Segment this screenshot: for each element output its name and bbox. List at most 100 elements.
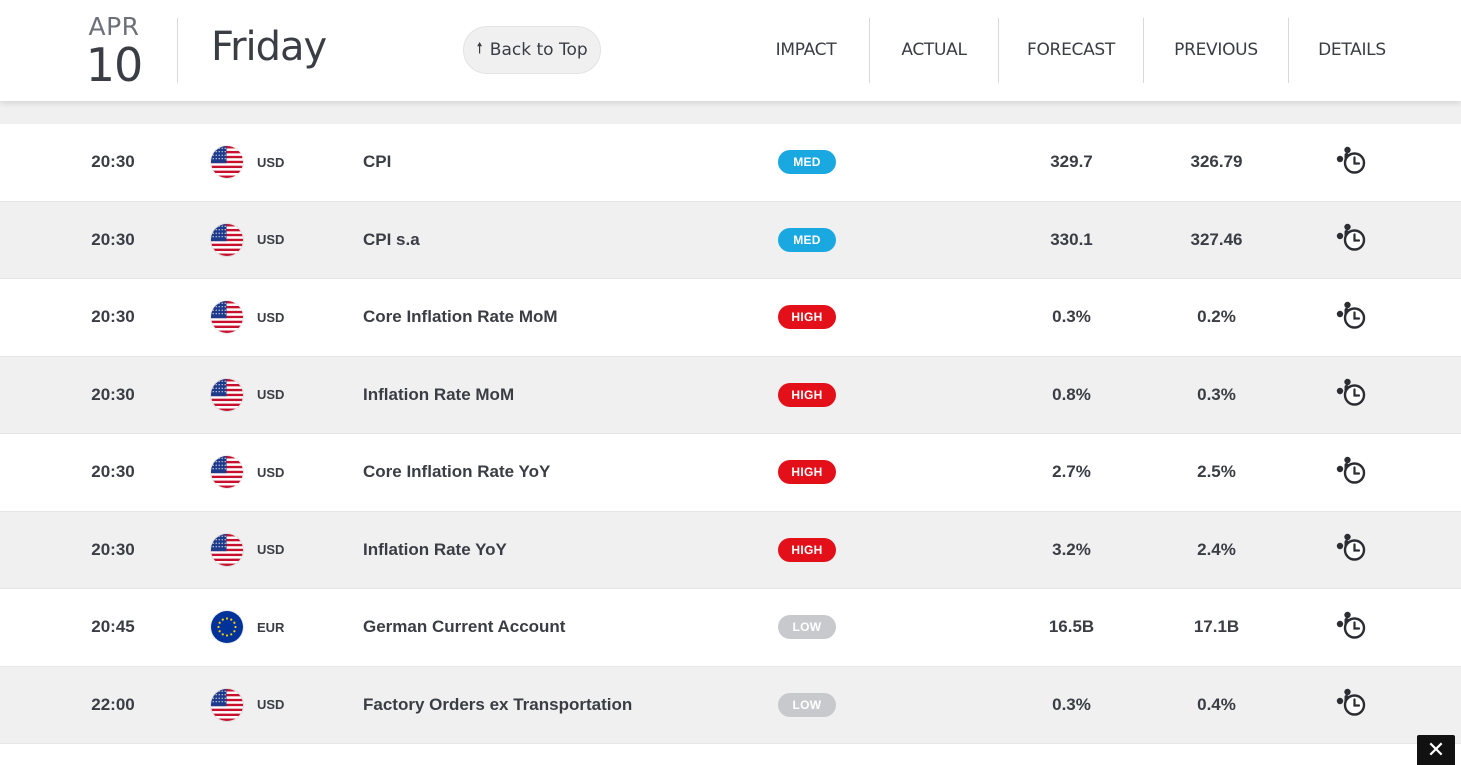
event-row[interactable]: 20:30 USD Core Inflation Rate MoM HIGH 0… <box>0 279 1461 357</box>
event-row[interactable]: 20:30 USD CPI MED 329.7 326.79 <box>0 124 1461 202</box>
impact-badge: LOW <box>778 692 836 717</box>
column-header-actual: ACTUAL <box>901 40 967 60</box>
impact-badge: MED <box>778 227 836 252</box>
details-clock-icon <box>1333 454 1367 491</box>
actual-value <box>870 124 998 201</box>
forecast-value: 0.3% <box>1052 307 1091 327</box>
previous-value: 2.4% <box>1197 539 1236 559</box>
event-row[interactable]: 20:45 EUR German Current Account LOW 16.… <box>0 589 1461 667</box>
details-button[interactable] <box>1290 512 1410 589</box>
details-clock-icon <box>1333 531 1367 568</box>
currency-code: USD <box>257 232 285 248</box>
event-name[interactable]: Inflation Rate MoM <box>363 384 515 404</box>
actual-value <box>870 202 998 279</box>
currency-code: USD <box>257 387 285 403</box>
column-divider <box>869 18 870 83</box>
event-time: 20:45 <box>91 617 135 637</box>
details-clock-icon <box>1333 221 1367 258</box>
us-flag-icon <box>211 223 243 256</box>
event-name[interactable]: Core Inflation Rate YoY <box>363 462 551 482</box>
event-name[interactable]: Inflation Rate YoY <box>363 539 507 559</box>
actual-value <box>870 279 998 356</box>
previous-value: 0.3% <box>1197 384 1236 404</box>
details-button[interactable] <box>1290 667 1410 744</box>
actual-value <box>870 357 998 434</box>
date-day: 10 <box>85 38 144 92</box>
us-flag-icon <box>211 688 243 721</box>
actual-value <box>870 667 998 744</box>
table-top-spacer <box>0 101 1461 124</box>
previous-value: 17.1B <box>1193 617 1240 637</box>
details-button[interactable] <box>1290 589 1410 666</box>
event-row[interactable]: 20:30 USD CPI s.a MED 330.1 327.46 <box>0 201 1461 279</box>
weekday-title: Friday <box>211 24 327 70</box>
close-icon[interactable]: ✕ <box>1417 735 1455 765</box>
details-clock-icon <box>1333 376 1367 413</box>
currency-code: USD <box>257 464 285 480</box>
column-header-impact: IMPACT <box>775 40 837 60</box>
actual-value <box>870 589 998 666</box>
forecast-value: 3.2% <box>1052 539 1091 559</box>
impact-badge: MED <box>778 150 836 175</box>
event-name[interactable]: CPI s.a <box>363 229 420 249</box>
impact-badge: HIGH <box>778 382 836 407</box>
forecast-value: 16.5B <box>1048 617 1095 637</box>
impact-badge: HIGH <box>778 537 836 562</box>
event-time: 20:30 <box>91 384 135 404</box>
previous-value: 326.79 <box>1190 152 1243 172</box>
calendar-date-header: APR 10 Friday 🠕 Back to Top IMPACT ACTUA… <box>0 0 1461 101</box>
currency-code: USD <box>257 542 285 558</box>
back-to-top-label: Back to Top <box>489 40 588 60</box>
forecast-value: 2.7% <box>1052 462 1091 482</box>
actual-value <box>870 512 998 589</box>
details-clock-icon <box>1333 686 1367 723</box>
impact-badge: LOW <box>778 615 836 640</box>
date-month: APR <box>88 12 140 41</box>
forecast-value: 330.1 <box>1050 229 1093 249</box>
us-flag-icon <box>211 146 243 179</box>
details-button[interactable] <box>1290 279 1410 356</box>
us-flag-icon <box>211 456 243 489</box>
event-name[interactable]: Core Inflation Rate MoM <box>363 307 558 327</box>
column-divider <box>1288 18 1289 83</box>
details-clock-icon <box>1333 609 1367 646</box>
previous-value: 0.2% <box>1197 307 1236 327</box>
event-row[interactable]: 20:30 USD Core Inflation Rate YoY HIGH 2… <box>0 434 1461 512</box>
arrow-up-icon: 🠕 <box>476 38 483 57</box>
us-flag-icon <box>211 533 243 566</box>
impact-badge: HIGH <box>778 305 836 330</box>
event-time: 20:30 <box>91 152 135 172</box>
previous-value: 2.5% <box>1197 462 1236 482</box>
column-header-forecast: FORECAST <box>1027 40 1115 60</box>
currency-code: USD <box>257 697 285 713</box>
eu-flag-icon <box>211 611 243 644</box>
event-row[interactable]: 20:30 USD Inflation Rate MoM HIGH 0.8% 0… <box>0 356 1461 434</box>
event-time: 20:30 <box>91 307 135 327</box>
event-time: 22:00 <box>91 694 135 714</box>
event-name[interactable]: CPI <box>363 152 392 172</box>
column-header-details: DETAILS <box>1318 40 1386 60</box>
events-table: 20:30 USD CPI MED 329.7 326.79 20:30 <box>0 124 1461 744</box>
us-flag-icon <box>211 301 243 334</box>
currency-code: EUR <box>257 619 285 635</box>
details-clock-icon <box>1333 299 1367 336</box>
header-divider <box>177 18 178 83</box>
event-row[interactable]: 20:30 USD Inflation Rate YoY HIGH 3.2% 2… <box>0 511 1461 589</box>
event-row[interactable]: 22:00 USD Factory Orders ex Transportati… <box>0 666 1461 744</box>
us-flag-icon <box>211 378 243 411</box>
impact-badge: HIGH <box>778 460 836 485</box>
event-time: 20:30 <box>91 462 135 482</box>
details-button[interactable] <box>1290 124 1410 201</box>
column-divider <box>998 18 999 83</box>
details-button[interactable] <box>1290 434 1410 511</box>
forecast-value: 0.3% <box>1052 694 1091 714</box>
previous-value: 327.46 <box>1190 229 1243 249</box>
details-button[interactable] <box>1290 202 1410 279</box>
details-button[interactable] <box>1290 357 1410 434</box>
back-to-top-button[interactable]: 🠕 Back to Top <box>463 26 601 74</box>
event-time: 20:30 <box>91 229 135 249</box>
event-name[interactable]: Factory Orders ex Transportation <box>363 694 633 714</box>
previous-value: 0.4% <box>1197 694 1236 714</box>
event-name[interactable]: German Current Account <box>363 617 566 637</box>
forecast-value: 329.7 <box>1050 152 1093 172</box>
